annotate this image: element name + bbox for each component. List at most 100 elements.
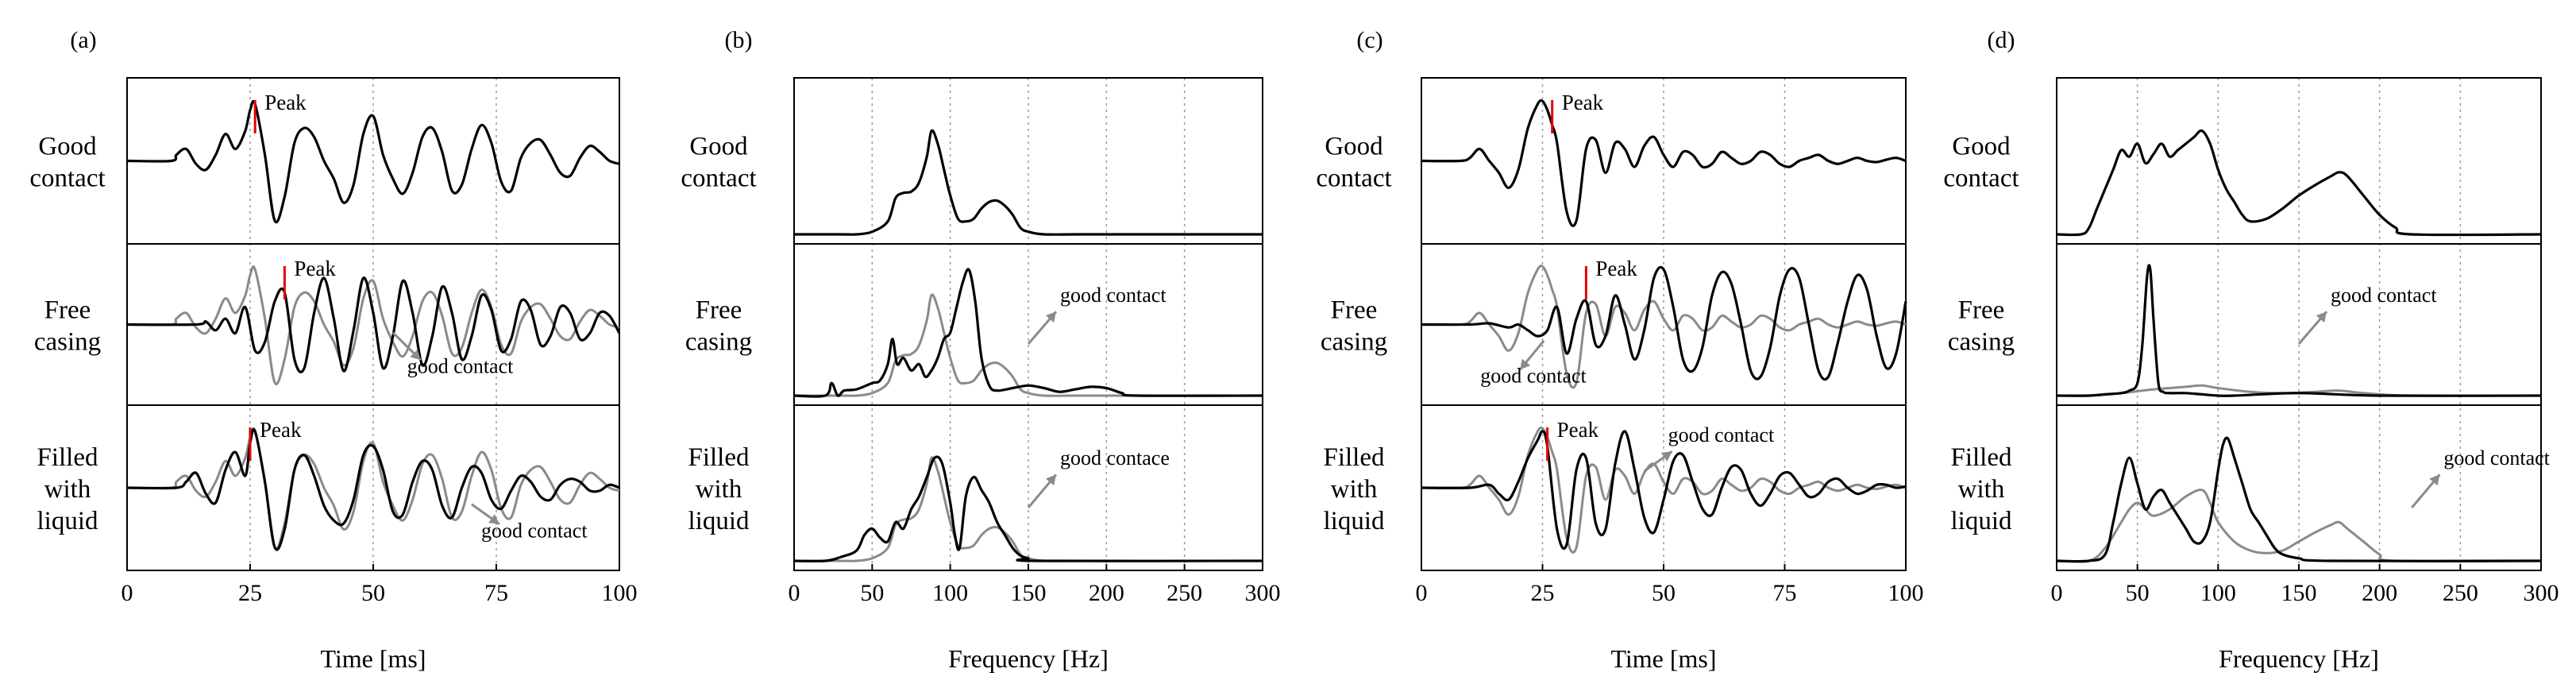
row-label: with [1331,475,1378,504]
row-label: Filled [688,443,750,472]
x-tick-label: 100 [1888,580,1924,606]
series-line [793,268,1263,398]
series-line [126,265,620,385]
panel-label: (c) [1356,27,1382,53]
subplot-row: Free casing Peak good contact [34,243,621,406]
subplot-row: Good contact Peak [1316,77,1907,245]
x-tick-label: 0 [121,580,133,606]
row-label: liquid [1323,507,1385,535]
series-line [2056,264,2542,397]
annotation-label: good contact [2331,284,2437,307]
x-tick-label: 50 [860,580,884,606]
series-line [2056,436,2542,563]
row-label: contact [1943,164,2019,193]
row-label: Good [1325,133,1383,161]
series-line [2056,129,2542,237]
annotation-label: good contact [1480,365,1587,388]
x-tick-label: 75 [484,580,508,606]
series-line [1421,265,1907,389]
x-tick-label: 250 [1167,580,1202,606]
x-tick-label: 50 [2126,580,2150,606]
x-axis-title: Frequency [Hz] [948,644,1109,673]
annotation-arrowhead [410,349,421,361]
series-line [126,427,620,551]
subplot-row: Filled with liquid Peak good contact [1323,404,1907,571]
panel-c: (c) Good contact Peak Free casing Peak good con… [1316,27,1923,673]
subplot-row: Free casing good contact [685,243,1263,406]
x-tick-label: 150 [1011,580,1047,606]
row-label: Good [1952,133,2011,161]
row-label: liquid [688,507,750,535]
row-label: Free [1331,296,1378,325]
peak-label: Peak [1557,418,1599,442]
annotation-arrowhead [2316,311,2327,323]
subplot-frame [793,404,1263,571]
subplot-row: Good contact [1943,77,2542,245]
subplot-row: Good contact Peak [29,77,620,245]
x-tick-label: 100 [932,580,968,606]
annotation-arrowhead [1045,474,1056,486]
row-label: Filled [37,443,98,472]
annotation-label: good contact [1060,284,1167,307]
annotation-label: good contact [2443,446,2550,470]
x-tick-label: 300 [1245,580,1281,606]
series-line [126,99,620,224]
row-label: Filled [1323,443,1385,472]
row-label: liquid [37,507,98,535]
subplot-row: Filled with liquid good contact [1950,404,2551,571]
annotation-arrowhead [1660,451,1672,462]
series-line [794,129,1263,236]
annotation-arrowhead [1045,311,1056,323]
x-tick-label: 100 [2200,580,2236,606]
row-label: Free [696,296,742,325]
subplot-row: Filled with liquid good contace [688,404,1263,571]
row-label: Good [689,133,748,161]
series-line [1421,99,1907,227]
peak-label: Peak [1595,257,1637,280]
annotation-label: good contact [1668,423,1775,446]
x-tick-label: 200 [2362,580,2397,606]
panel-label: (a) [70,27,96,53]
peak-label: Peak [294,257,336,280]
x-tick-label: 0 [2051,580,2063,606]
panel-a: (a) Good contact Peak Free casing Peak good con… [29,27,637,673]
annotation-arrowhead [2429,474,2440,486]
row-label: with [696,475,742,504]
annotation-label: good contact [407,354,514,377]
annotation-label: good contace [1060,446,1170,470]
subplot-frame [2056,243,2542,406]
row-label: casing [685,328,752,357]
series-line [126,276,621,373]
x-tick-label: 50 [361,580,385,606]
peak-label: Peak [1562,91,1604,114]
panel-b: (b) Good contact Free casing good contact Fill… [681,27,1280,673]
subplot-frame [126,404,620,571]
x-tick-label: 0 [1416,580,1428,606]
series-line [126,427,620,551]
series-line [1421,430,1907,550]
row-label: with [44,475,91,504]
annotation-label: good contact [481,519,588,542]
row-label: Free [1958,296,2005,325]
subplot-row: Free casing Peak good contact [1321,243,1907,406]
peak-label: Peak [260,418,302,442]
subplot-frame [2056,404,2542,571]
series-line [793,455,1263,562]
row-label: Free [44,296,91,325]
row-label: casing [1948,328,2015,357]
panel-label: (d) [1988,27,2015,53]
x-tick-label: 75 [1773,580,1797,606]
row-label: contact [1316,164,1391,193]
series-line [794,293,1263,397]
x-tick-label: 25 [238,580,262,606]
x-tick-label: 50 [1652,580,1676,606]
row-label: Good [38,133,97,161]
x-tick-label: 0 [789,580,800,606]
x-tick-label: 150 [2281,580,2317,606]
row-label: contact [681,164,756,193]
series-line [2056,489,2542,563]
row-label: contact [29,164,105,193]
x-axis-title: Frequency [Hz] [2219,644,2379,673]
subplot-row: Good contact [681,77,1263,245]
x-tick-label: 100 [602,580,638,606]
